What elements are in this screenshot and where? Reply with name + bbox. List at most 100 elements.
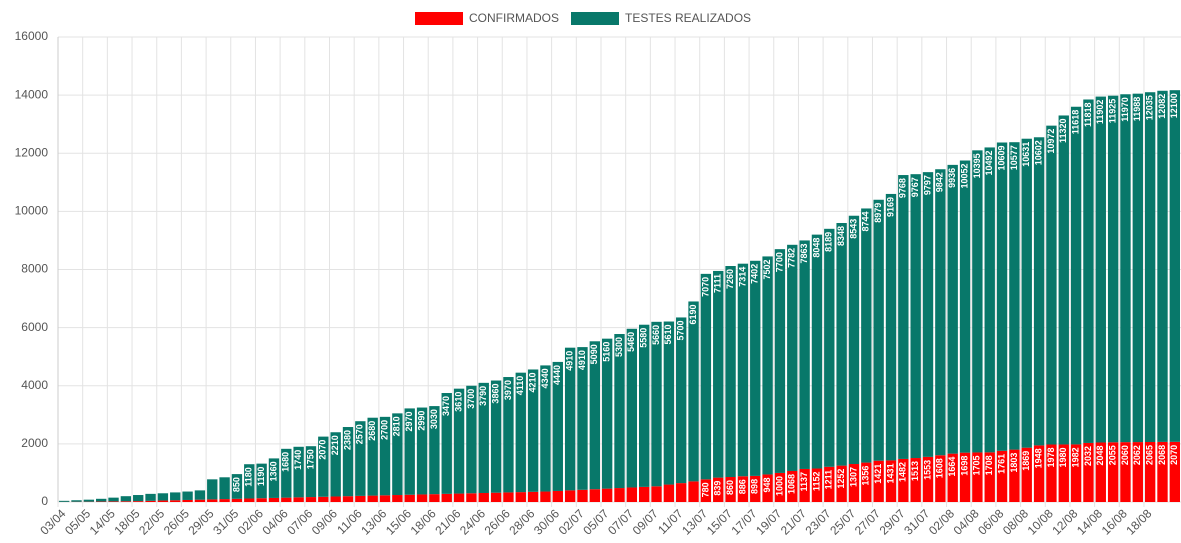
data-label: 1137 [799,472,809,492]
bar-segment [342,427,354,497]
data-label: 1980 [1058,447,1068,467]
x-tick-label: 14/08 [1074,506,1105,537]
y-tick-label: 2000 [21,436,48,450]
data-label: 1000 [774,476,784,496]
x-tick-label: 18/05 [111,506,142,537]
bar-segment [811,468,823,502]
data-label: 7260 [725,269,735,289]
bar-segment [429,494,440,502]
bar-segment [256,498,267,502]
data-label: 1982 [1070,447,1080,467]
bar-segment [1033,137,1045,446]
data-label: 5610 [663,325,673,345]
bar-segment [824,466,835,502]
data-label: 10609 [996,145,1006,170]
bar-segment [145,500,156,502]
bar-segment [688,301,699,482]
data-label: 839 [713,481,723,496]
data-label: 948 [762,477,772,492]
bar-segment [182,499,193,502]
bar-segment [256,463,267,499]
bar-segment [367,417,378,496]
data-label: 5460 [626,332,636,352]
bar-segment [379,495,391,502]
bar-segment [416,407,428,495]
bar-segment [1107,95,1119,443]
bar-segment [873,199,884,461]
bar-segment [120,496,132,502]
data-label: 7863 [799,243,809,263]
bar-segment [1157,441,1168,502]
bar-segment [379,416,391,496]
data-label: 3470 [441,396,451,416]
data-label: 11818 [1083,102,1093,127]
bar-segment [145,493,156,501]
bar-segment [96,498,107,502]
bar-segment [1144,92,1156,442]
bar-segment [626,328,638,488]
data-label: 1180 [244,467,254,487]
bar-segment [503,492,514,502]
data-label: 6190 [688,304,698,324]
y-tick-label: 10000 [15,204,49,218]
bar-segment [996,450,1008,502]
bar-segment [1132,442,1143,502]
data-label: 1948 [1033,448,1043,468]
data-label: 1664 [947,457,957,477]
data-label: 1152 [811,472,821,492]
data-label: 1761 [996,454,1006,474]
data-label: 8348 [836,226,846,246]
bar-segment [540,491,551,502]
y-tick-label: 0 [41,494,48,508]
bar-segment [1058,115,1069,445]
bar-segment [947,164,958,454]
data-label: 7700 [774,252,784,272]
bar-segment [910,458,921,502]
bar-segment [305,497,317,502]
x-tick-label: 09/07 [630,506,661,537]
bar-segment [688,481,699,502]
x-tick-label: 11/06 [334,506,365,537]
bar-segment [799,468,810,502]
bar-segment [676,317,687,484]
bar-segment [490,492,502,502]
x-tick-label: 28/06 [506,506,537,537]
x-tick-label: 13/06 [358,506,389,537]
bar-segment [1169,90,1181,442]
bar-segment [268,497,280,502]
x-tick-label: 03/04 [37,506,68,537]
bar-segment [170,492,181,501]
bar-segment [984,452,995,502]
bar-segment [305,446,317,498]
x-tick-label: 16/08 [1099,506,1130,537]
bar-segment [133,501,144,502]
data-label: 1608 [935,458,945,478]
bar-segment [811,234,823,469]
bar-segment [885,193,897,461]
bar-segment [861,208,872,463]
data-label: 2970 [404,411,414,431]
bar-segment [996,142,1008,451]
bar-segment [1120,442,1131,502]
bar-segment [700,479,712,502]
data-label: 3860 [490,384,500,404]
x-tick-label: 17/07 [728,506,759,537]
bar-segment [1021,138,1032,448]
legend-label: CONFIRMADOS [469,11,559,25]
data-label: 2380 [342,430,352,450]
bar-segment [231,498,243,502]
data-label: 1750 [305,449,315,469]
data-label: 3610 [453,392,463,412]
x-tick-label: 31/07 [901,506,932,537]
bar-segment [984,147,995,453]
bar-segment [1120,94,1131,443]
bar-segment [787,244,798,471]
bar-segment [676,483,687,502]
bar-segment [577,489,588,502]
x-tick-label: 07/07 [605,506,636,537]
x-tick-label: 11/07 [655,506,686,537]
bar-segment [725,477,736,502]
bar-segment [836,465,847,502]
data-label: 3030 [429,409,439,429]
bar-segment [787,470,798,502]
